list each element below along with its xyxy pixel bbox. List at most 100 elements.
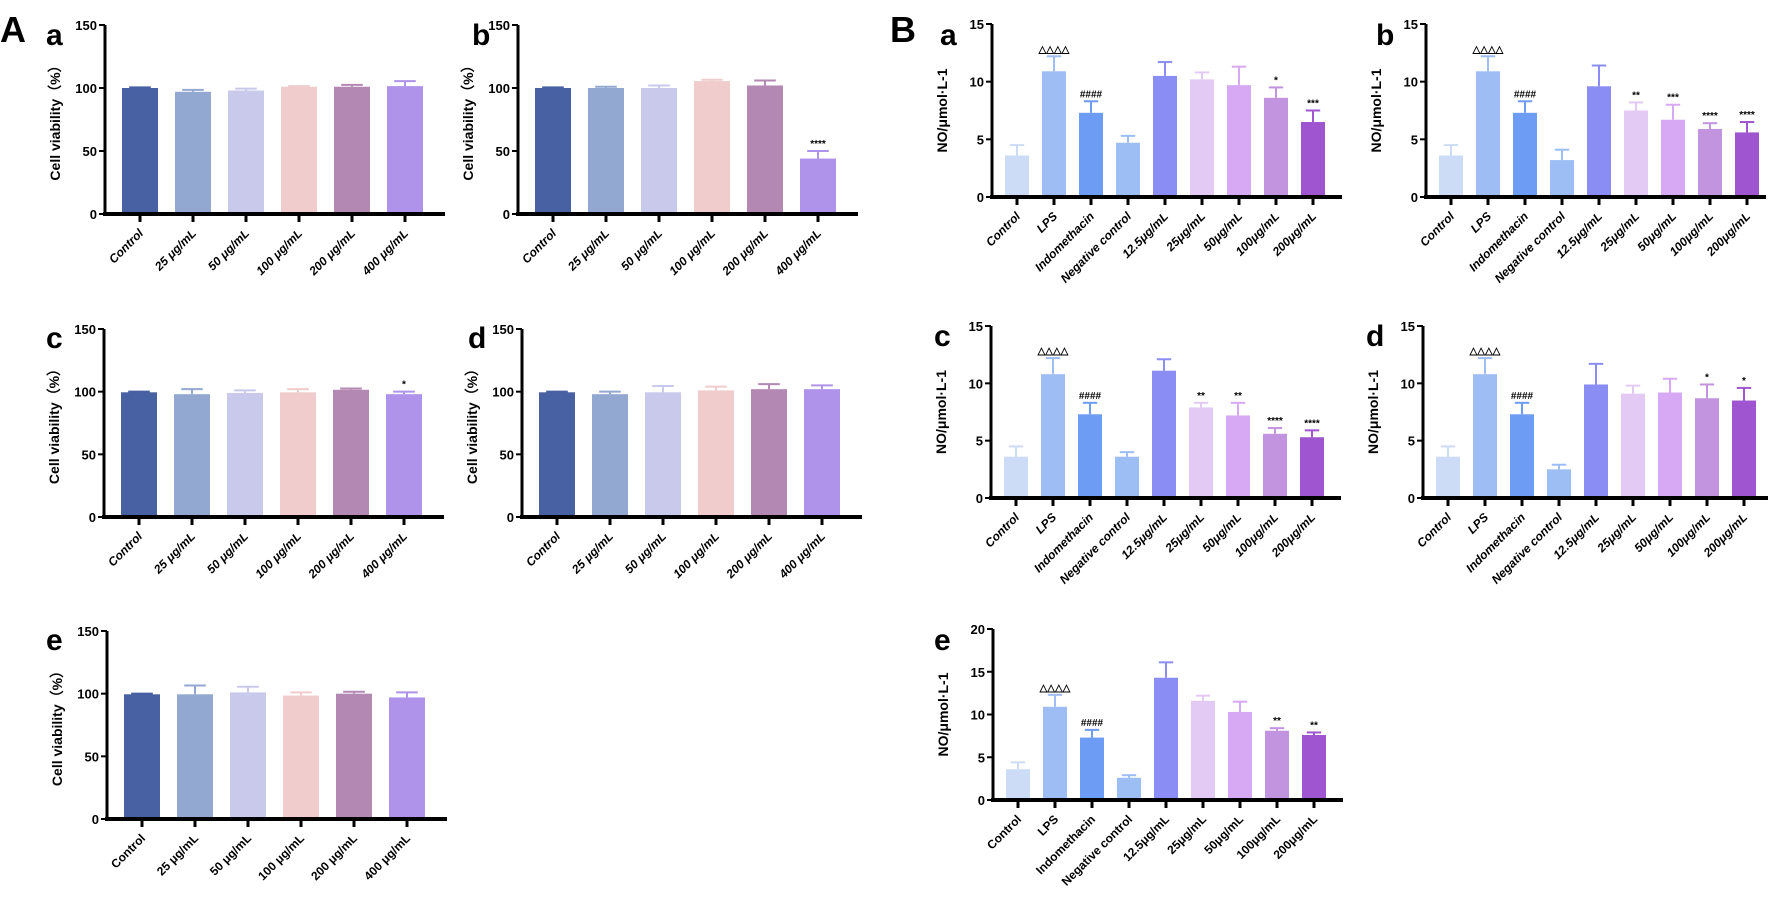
x-tick-label: 400 μg/mL xyxy=(359,226,412,279)
bar-6 xyxy=(1624,110,1648,197)
bar-9 xyxy=(1735,132,1759,197)
chart-panel-b-a: aControl△△△△LPS####IndomethacinNegative … xyxy=(934,17,1342,286)
x-tick-label: 400 μg/mL xyxy=(776,529,829,582)
panel-label: c xyxy=(46,322,63,355)
bar-6 xyxy=(1191,700,1215,800)
y-tick-label: 0 xyxy=(1411,190,1418,205)
chart-panel-b-b: bControl△△△△LPS####IndomethacinNegative … xyxy=(1368,17,1766,286)
x-tick-label: 400 μg/mL xyxy=(772,226,825,279)
bar-4 xyxy=(694,81,730,214)
y-tick-label: 15 xyxy=(1401,319,1415,334)
x-tick-label: Control xyxy=(105,529,146,570)
bar-4 xyxy=(1550,160,1574,197)
x-tick-label: Control xyxy=(108,831,148,871)
panel-label: a xyxy=(940,19,957,52)
bar-7 xyxy=(1226,415,1250,498)
bar-3 xyxy=(230,692,266,819)
significance-label: ** xyxy=(1234,391,1242,402)
y-tick-label: 100 xyxy=(75,81,97,96)
significance-label: **** xyxy=(1739,110,1755,121)
panel-label: a xyxy=(46,19,63,52)
y-tick-label: 100 xyxy=(488,81,510,96)
y-tick-label: 150 xyxy=(77,624,99,639)
bar-9 xyxy=(1732,400,1756,498)
bar-4 xyxy=(1115,456,1139,498)
significance-label: △△△△ xyxy=(1039,683,1071,694)
x-tick-label: 50 μg/mL xyxy=(207,831,254,878)
chart-panel-b-c: cControl△△△△LPS####IndomethacinNegative … xyxy=(933,319,1341,587)
bar-2 xyxy=(1041,374,1065,498)
bar-5 xyxy=(333,389,369,517)
x-tick-label: 400 μg/mL xyxy=(358,529,411,582)
y-tick-label: 50 xyxy=(496,144,510,159)
y-axis-label: Cell viability（%） xyxy=(46,362,62,484)
bar-2 xyxy=(592,394,628,517)
x-tick-label: 200 μg/mL xyxy=(723,529,776,582)
significance-label: **** xyxy=(810,139,826,150)
significance-label: △△△△ xyxy=(1038,44,1070,55)
x-tick-label: 25 μg/mL xyxy=(154,831,201,878)
section-label-B: B xyxy=(890,9,916,50)
x-tick-label: Control xyxy=(519,226,560,267)
y-tick-label: 15 xyxy=(971,665,985,680)
significance-label: △△△△ xyxy=(1472,44,1504,55)
y-axis-label: NO/μmol·L-1 xyxy=(933,370,949,454)
bar-4 xyxy=(1117,777,1141,800)
bar-6 xyxy=(804,389,840,517)
y-tick-label: 100 xyxy=(74,385,96,400)
x-tick-label: LPS xyxy=(1468,209,1494,235)
y-tick-label: 0 xyxy=(90,207,97,222)
significance-label: ** xyxy=(1310,720,1318,731)
y-tick-label: 0 xyxy=(89,510,96,525)
y-tick-label: 10 xyxy=(969,376,983,391)
y-tick-label: 100 xyxy=(492,385,514,400)
bar-5 xyxy=(334,86,370,214)
y-tick-label: 50 xyxy=(82,447,96,462)
y-tick-label: 50 xyxy=(85,749,99,764)
bar-1 xyxy=(124,694,160,819)
y-tick-label: 0 xyxy=(978,793,985,808)
x-tick-label: 100 μg/mL xyxy=(252,529,304,581)
bar-6 xyxy=(386,394,422,517)
y-axis-label: NO/μmol·L-1 xyxy=(935,672,951,756)
y-tick-label: 0 xyxy=(977,190,984,205)
bar-5 xyxy=(1584,384,1608,498)
y-tick-label: 15 xyxy=(969,319,983,334)
significance-label: **** xyxy=(1267,416,1283,427)
bar-3 xyxy=(1510,414,1534,498)
significance-label: *** xyxy=(1667,93,1679,104)
x-tick-label: 50 μg/mL xyxy=(622,529,669,576)
y-axis-label: Cell viability（%） xyxy=(460,58,476,180)
x-tick-label: 100 μg/mL xyxy=(255,831,307,883)
x-tick-label: 200 μg/mL xyxy=(306,226,359,279)
x-tick-label: 25μg/mL xyxy=(1162,510,1207,555)
chart-panel-a-b: b Control 25 μg/mL 50 μg/mL 100 μg/mL 200 μg/… xyxy=(460,18,858,279)
panel-label: d xyxy=(468,322,486,355)
panel-label: d xyxy=(1366,320,1384,353)
x-tick-label: Control xyxy=(523,529,564,570)
x-tick-label: LPS xyxy=(1465,510,1491,536)
bar-2 xyxy=(1476,71,1500,197)
bar-1 xyxy=(535,88,571,214)
bar-5 xyxy=(1152,370,1176,498)
x-tick-label: LPS xyxy=(1033,510,1059,536)
significance-label: * xyxy=(1274,75,1278,86)
significance-label: * xyxy=(402,380,406,391)
bar-9 xyxy=(1300,437,1324,498)
x-tick-label: Control xyxy=(1417,209,1458,250)
y-axis-label: Cell viability（%） xyxy=(47,58,63,180)
y-tick-label: 5 xyxy=(978,750,985,765)
bar-5 xyxy=(1587,86,1611,197)
bar-2 xyxy=(1473,374,1497,498)
x-tick-label: 400 μg/mL xyxy=(361,831,413,883)
y-tick-label: 0 xyxy=(92,812,99,827)
chart-panel-a-e: e Control 25 μg/mL 50 μg/mL 100 μg/mL 200 μg/… xyxy=(46,624,447,883)
bar-3 xyxy=(641,88,677,214)
section-label-A: A xyxy=(0,9,26,50)
bar-4 xyxy=(281,86,317,214)
x-tick-label: Control xyxy=(983,209,1024,250)
x-tick-label: 50 μg/mL xyxy=(204,529,251,576)
y-axis-label: NO/μmol·L-1 xyxy=(1365,370,1381,454)
significance-label: #### xyxy=(1079,391,1102,402)
bar-6 xyxy=(389,697,425,819)
